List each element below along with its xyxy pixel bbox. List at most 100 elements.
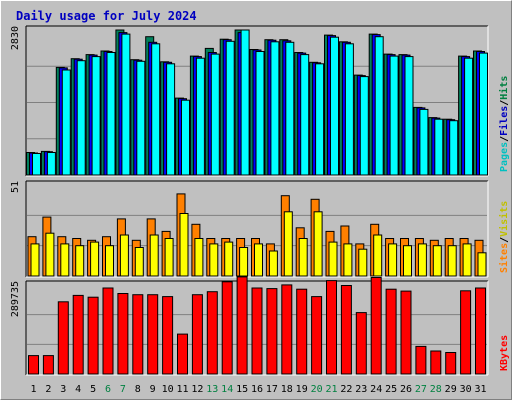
x-tick-label: 21 [325,384,337,395]
bar-pages [76,60,86,176]
bar-sites [417,243,427,277]
bar-kbytes [355,312,367,375]
bar-pages [300,54,310,176]
bar-kbytes [251,287,263,375]
bar-sites [477,252,487,277]
bar-kbytes [177,333,188,375]
y-max-label: 289735 [10,281,21,317]
x-tick-label: 1 [30,384,36,395]
bar-kbytes [72,294,84,375]
legend-entry: / [499,237,510,243]
x-tick-label: 18 [281,384,293,395]
x-tick-label: 28 [430,384,442,395]
bar-pages [121,33,131,176]
bar-pages [166,63,176,176]
x-tick-label: 8 [135,384,141,395]
bar-sites [403,245,412,277]
bar-kbytes [296,288,308,375]
bar-sites [313,211,323,277]
bar-pages [210,53,220,176]
legend-entry: / [499,136,510,142]
bar-kbytes [236,276,248,375]
x-tick-label: 13 [206,384,218,395]
bar-kbytes [206,291,218,375]
bar-sites [298,238,308,277]
legend-entry: Hits [498,76,510,100]
bar-pages [479,52,488,176]
x-tick-label: 27 [415,384,427,395]
bar-kbytes [132,294,144,375]
bar-sites [358,248,368,277]
bar-sites [105,245,114,277]
bar-sites [134,247,144,277]
legend: Sites/Visits [498,201,510,273]
bar-sites [343,243,353,277]
bar-pages [240,29,250,176]
bar-kbytes [162,296,174,375]
bar-pages [374,36,384,176]
bar-pages [32,153,41,176]
panel-middle: 51 Sites/Visits [10,180,510,278]
bar-kbytes [147,294,159,375]
x-tick-label: 6 [105,384,111,395]
bar-pages [91,56,101,176]
bar-sites [447,245,457,277]
x-tick-label: 30 [460,384,472,395]
bar-pages [330,36,339,176]
bar-kbytes [87,296,99,375]
bar-sites [283,211,293,277]
x-tick-label: 20 [311,384,323,395]
x-tick-label: 7 [120,384,126,395]
bar-sites [268,250,278,277]
bar-sites [388,243,398,277]
x-tick-label: 15 [236,384,248,395]
bar-sites [45,232,55,277]
x-tick-label: 16 [251,384,263,395]
y-max-label: 51 [10,181,21,193]
bar-pages [106,52,116,176]
bar-kbytes [102,287,114,375]
bar-kbytes [117,293,129,375]
legend-entry: Sites [498,243,510,273]
bar-pages [464,57,474,176]
bar-pages [315,63,325,176]
bar-sites [90,241,100,277]
bar-kbytes [460,290,472,375]
bar-kbytes [28,355,39,375]
bar-sites [373,234,383,277]
x-tick-label: 29 [445,384,457,395]
bar-sites [254,243,263,277]
x-tick-label: 10 [162,384,174,395]
legend-entry: / [499,100,510,106]
x-tick-label: 22 [340,384,352,395]
x-tick-label: 11 [176,384,188,395]
bar-kbytes [57,301,69,375]
x-tick-label: 17 [266,384,278,395]
bar-pages [225,40,235,176]
bar-kbytes [475,287,486,375]
y-max-label: 2830 [10,26,21,50]
bar-sites [462,243,472,277]
x-tick-label: 2 [45,384,51,395]
bar-sites [328,241,338,277]
x-tick-label: 26 [400,384,412,395]
x-tick-label: 19 [296,384,308,395]
x-tick-label: 25 [385,384,397,395]
bar-kbytes [340,285,352,375]
bar-pages [61,69,71,176]
bar-sites [209,243,219,277]
bar-pages [419,108,429,176]
legend: KBytes [499,335,510,371]
bar-kbytes [415,345,427,375]
x-tick-label: 14 [221,384,233,395]
legend-entry: Visits [498,201,510,237]
bar-pages [285,41,295,176]
bar-kbytes [221,281,233,375]
x-tick-label: 24 [370,384,382,395]
chart-title: Daily usage for July 2024 [16,9,197,23]
bar-kbytes [445,352,457,375]
x-tick-label: 3 [60,384,66,395]
bar-pages [434,118,444,176]
